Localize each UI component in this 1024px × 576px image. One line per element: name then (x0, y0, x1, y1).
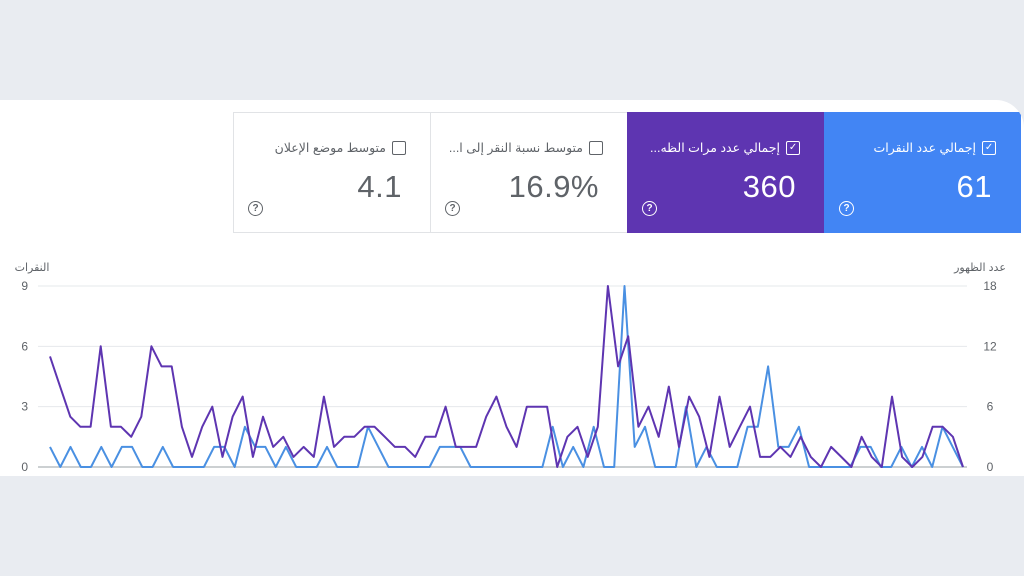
help-icon[interactable]: ? (642, 201, 657, 216)
metric-value: 4.1 (357, 169, 402, 204)
metric-card-total-clicks[interactable]: ✓ إجمالي عدد النقرات 61 ? (824, 112, 1021, 233)
metric-label-text: متوسط نسبة النقر إلى ا... (448, 141, 583, 155)
metric-card-avg-ctr[interactable]: متوسط نسبة النقر إلى ا... 16.9% ? (430, 112, 627, 233)
help-icon[interactable]: ? (248, 201, 263, 216)
right-tick-label: 6 (987, 400, 994, 414)
right-tick-label: 18 (983, 279, 997, 293)
left-tick-label: 0 (21, 460, 28, 474)
performance-line-chart: 0 0 3 6 6 12 9 18 النقرات عدد الظهور (15, 262, 1006, 474)
metric-label-text: إجمالي عدد مرات الظه... (650, 141, 780, 155)
metric-card-total-impressions[interactable]: ✓ إجمالي عدد مرات الظه... 360 ? (627, 112, 824, 233)
metric-card-label: ✓ إجمالي عدد النقرات (873, 140, 996, 155)
checkbox-unchecked-icon[interactable] (589, 140, 603, 155)
metric-card-label: متوسط موضع الإعلان (275, 140, 406, 155)
checkbox-checked-icon[interactable]: ✓ (786, 140, 800, 155)
checkbox-unchecked-icon[interactable] (392, 140, 406, 155)
metric-cards: متوسط موضع الإعلان 4.1 ? متوسط نسبة النق… (233, 112, 1024, 233)
metric-value: 16.9% (508, 169, 599, 204)
metric-value: 61 (956, 169, 992, 204)
left-tick-label: 6 (21, 339, 28, 353)
metric-card-avg-position[interactable]: متوسط موضع الإعلان 4.1 ? (233, 112, 430, 233)
right-tick-label: 0 (987, 460, 994, 474)
metric-card-label: ✓ إجمالي عدد مرات الظه... (650, 140, 800, 155)
clicks-series-line (49, 285, 964, 468)
right-axis-title: عدد الظهور (953, 262, 1006, 274)
impressions-series-line (49, 285, 964, 468)
performance-panel: متوسط موضع الإعلان 4.1 ? متوسط نسبة النق… (0, 100, 1024, 476)
help-icon[interactable]: ? (839, 201, 854, 216)
checkbox-checked-icon[interactable]: ✓ (982, 140, 996, 155)
metric-label-text: إجمالي عدد النقرات (873, 141, 976, 155)
left-axis-title: النقرات (15, 262, 50, 274)
help-icon[interactable]: ? (445, 201, 460, 216)
left-tick-label: 3 (21, 400, 28, 414)
metric-card-label: متوسط نسبة النقر إلى ا... (449, 140, 603, 155)
metric-value: 360 (742, 169, 796, 204)
right-tick-label: 12 (983, 339, 997, 353)
metric-label-text: متوسط موضع الإعلان (274, 141, 386, 155)
left-tick-label: 9 (21, 279, 28, 293)
